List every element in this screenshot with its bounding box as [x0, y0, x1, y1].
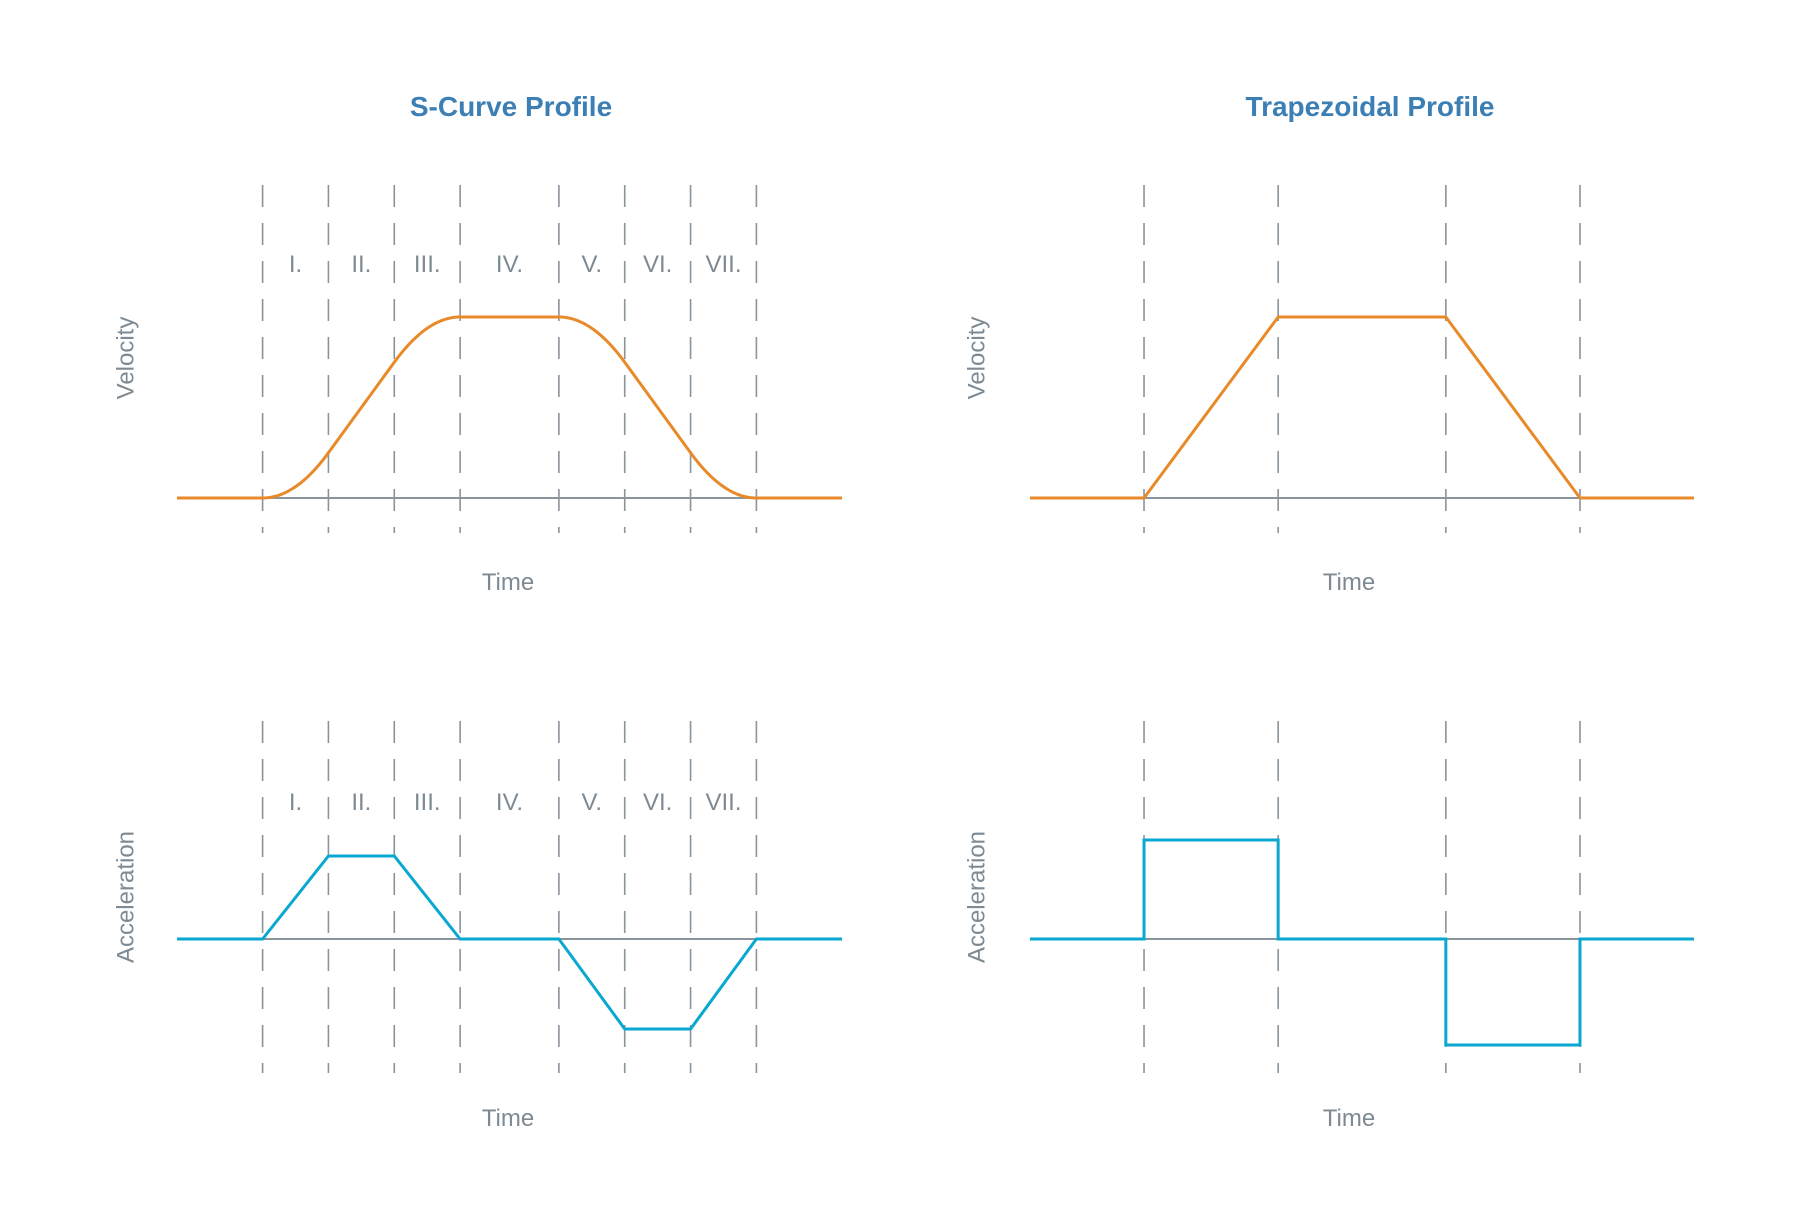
- phase-label: IV.: [496, 789, 523, 816]
- y-axis-label: Velocity: [963, 317, 990, 400]
- x-axis-label: Time: [1323, 1105, 1375, 1132]
- phase-label: VII.: [705, 251, 741, 278]
- phase-label: VII.: [705, 789, 741, 816]
- phase-label: III.: [414, 251, 441, 278]
- phase-label: I.: [289, 789, 302, 816]
- x-axis-label: Time: [482, 569, 534, 596]
- panel-1-velocity: I. II. III. IV. V. VI. VII. Velocity Time: [112, 185, 842, 596]
- phase-label: III.: [414, 789, 441, 816]
- phase-label: VI.: [643, 789, 672, 816]
- velocity-curve: [1030, 315, 1694, 500]
- x-axis-label: Time: [1323, 569, 1375, 596]
- phase-label: VI.: [643, 251, 672, 278]
- phase-label: II.: [351, 251, 371, 278]
- y-axis-label: Velocity: [112, 317, 139, 400]
- panel-4-acceleration: Acceleration Time: [963, 721, 1694, 1132]
- phase-label: IV.: [496, 251, 523, 278]
- velocity-curve: [177, 315, 842, 500]
- acceleration-curve: [177, 854, 842, 1031]
- phase-label: V.: [582, 789, 602, 816]
- y-axis-label: Acceleration: [112, 831, 139, 963]
- x-axis-label: Time: [482, 1105, 534, 1132]
- trapezoidal-title: Trapezoidal Profile: [1246, 91, 1495, 122]
- panel-3-velocity: Velocity Time: [963, 185, 1694, 596]
- s-curve-title: S-Curve Profile: [410, 91, 612, 122]
- y-axis-label: Acceleration: [963, 831, 990, 963]
- phase-label: II.: [351, 789, 371, 816]
- acceleration-curve: [1030, 838, 1694, 1047]
- phase-label: V.: [582, 251, 602, 278]
- panel-2-acceleration: I. II. III. IV. V. VI. VII. Acceleration Time: [112, 721, 842, 1132]
- phase-label: I.: [289, 251, 302, 278]
